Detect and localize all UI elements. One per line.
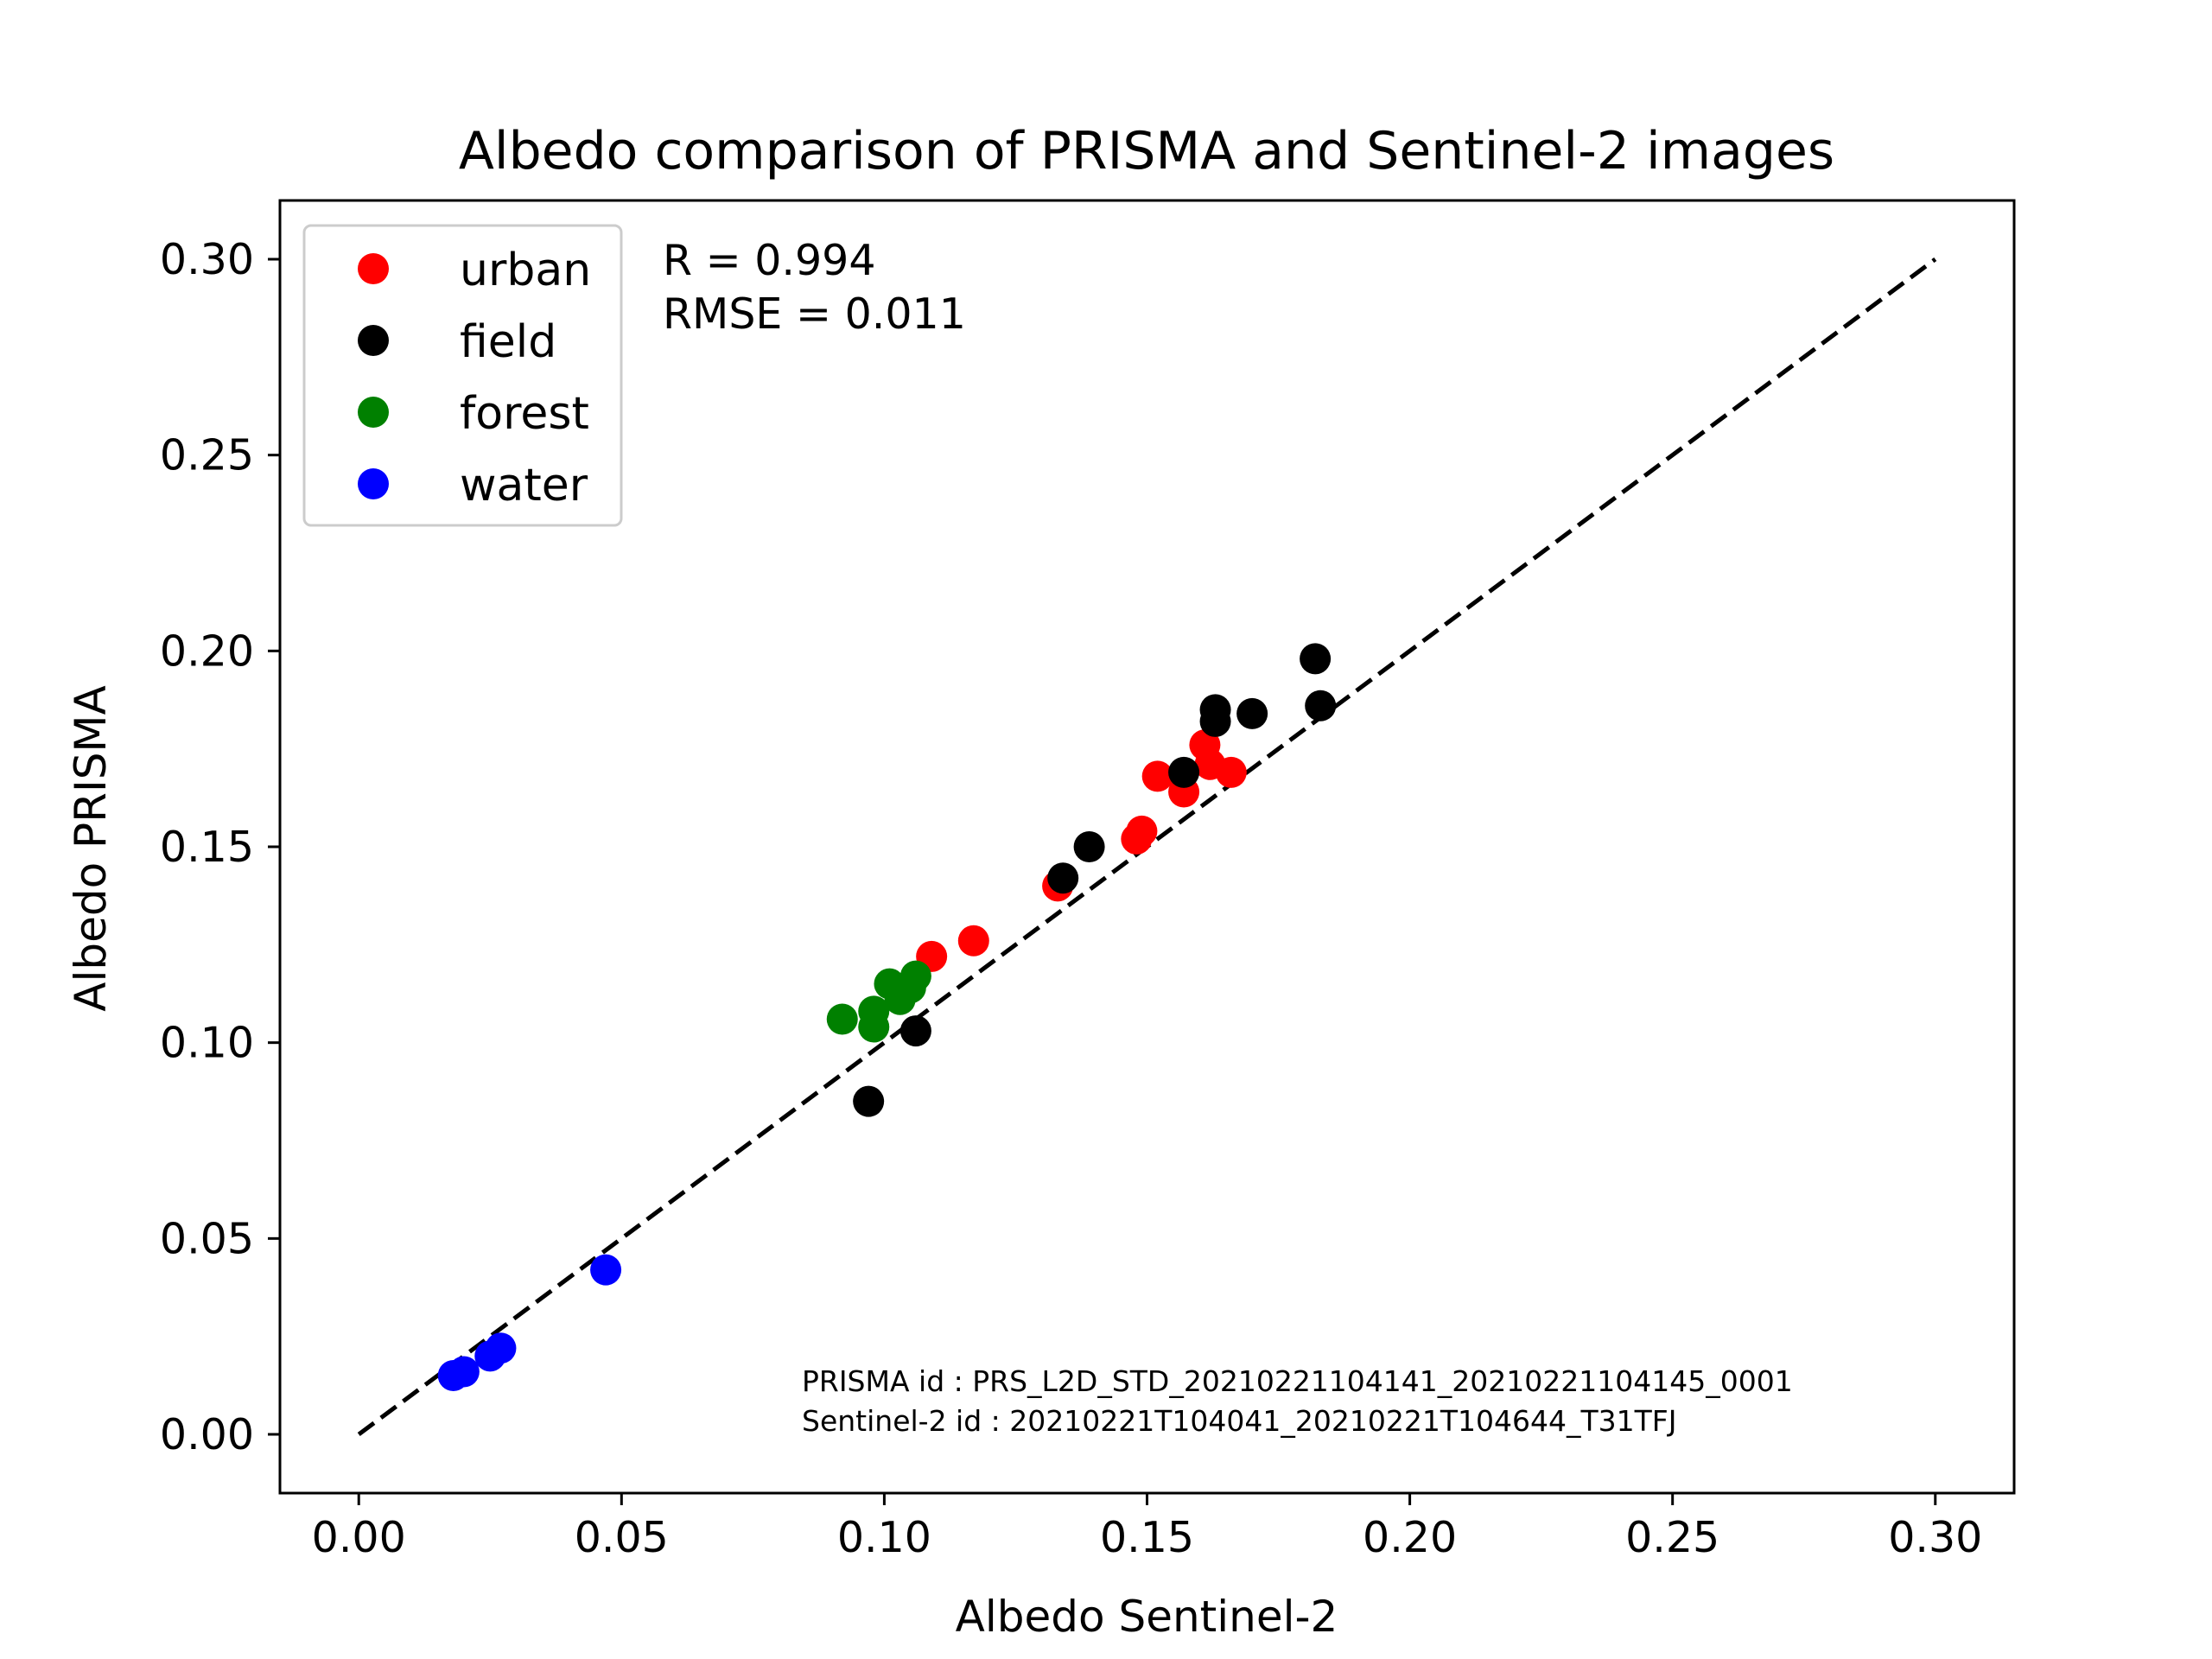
forest-point [899,960,931,992]
series-water [437,1254,622,1391]
field-point [1199,705,1231,737]
y-tick-label: 0.10 [160,1019,254,1068]
urban-point [1141,760,1173,792]
plot-area [357,257,1937,1437]
water-point [590,1254,622,1286]
y-tick-label: 0.05 [160,1214,254,1263]
legend-marker [358,397,389,428]
plot-frame [278,199,2016,1495]
legend-item-urban: urban [358,245,591,296]
sentinel-id-annotation: Sentinel-2 id : 20210221T104041_20210221… [802,1404,1676,1438]
y-tick-label: 0.25 [160,431,254,480]
field-point [1300,643,1332,675]
y-tick-label: 0.30 [160,235,254,284]
y-tick-label: 0.00 [160,1410,254,1459]
field-point [899,1015,931,1047]
prisma-id-annotation: PRISMA id : PRS_L2D_STD_20210221104141_2… [802,1364,1793,1398]
water-point [485,1332,517,1364]
forest-point [858,1011,890,1043]
legend: urban field forest water [302,224,623,527]
y-tick-label: 0.15 [160,823,254,872]
urban-point [1215,756,1247,788]
x-tick-label: 0.15 [1100,1513,1194,1562]
legend-frame [302,224,623,527]
x-axis-label: Albedo Sentinel-2 [956,1592,1338,1642]
field-point [1047,862,1079,894]
x-tick-label: 0.10 [837,1513,931,1562]
water-point [448,1356,480,1388]
legend-marker [358,253,389,284]
field-point [1236,697,1268,729]
series-urban [916,729,1247,972]
legend-item-forest: forest [358,388,589,440]
series-field [853,643,1337,1117]
legend-marker [358,468,389,499]
urban-point [957,925,989,957]
field-point [1168,756,1200,788]
field-point [1073,831,1105,862]
x-tick-label: 0.20 [1363,1513,1457,1562]
legend-label: field [460,316,556,368]
legend-marker [358,325,389,356]
x-tick-label: 0.30 [1888,1513,1982,1562]
x-tick-label: 0.00 [312,1513,406,1562]
x-tick-label: 0.25 [1625,1513,1719,1562]
legend-label: water [460,460,588,512]
chart-title: Albedo comparison of PRISMA and Sentinel… [459,121,1834,181]
y-axis-label: Albedo PRISMA [66,685,116,1012]
series-forest [826,960,931,1043]
legend-label: urban [460,245,591,296]
legend-item-water: water [358,460,588,512]
field-point [1305,690,1337,721]
urban-point [1126,815,1158,847]
x-axis-ticks: 0.00 0.05 0.10 0.15 0.20 0.25 0.30 [312,1493,1982,1562]
field-point [853,1085,885,1117]
forest-point [826,1003,858,1035]
rmse-annotation: RMSE = 0.011 [663,289,966,339]
legend-item-field: field [358,316,556,368]
x-tick-label: 0.05 [575,1513,669,1562]
y-tick-label: 0.20 [160,626,254,676]
y-axis-ticks: 0.00 0.05 0.10 0.15 0.20 0.25 0.30 [160,235,280,1459]
legend-label: forest [460,388,589,440]
r-annotation: R = 0.994 [663,236,876,285]
